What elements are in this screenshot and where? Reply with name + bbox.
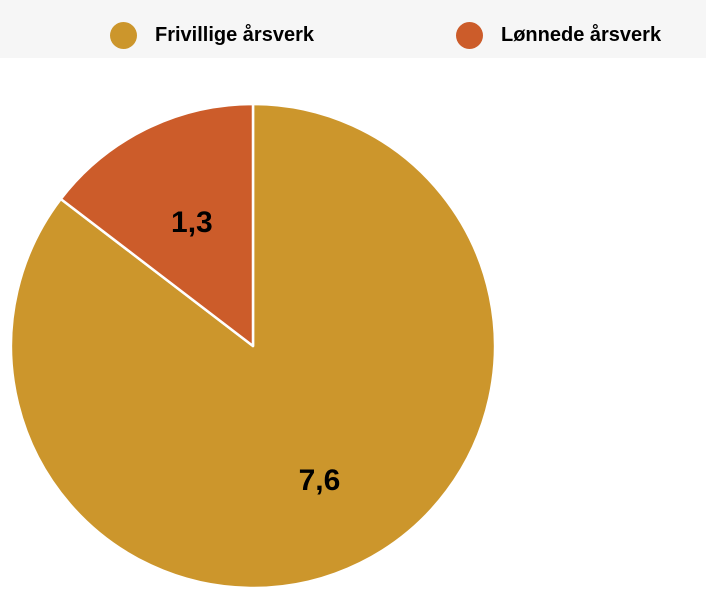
legend-swatch-frivillige <box>110 21 137 49</box>
data-label-frivillige: 7,6 <box>299 464 341 497</box>
legend-item-frivillige: Frivillige årsverk <box>110 18 314 52</box>
legend-swatch-lonnede <box>456 21 483 49</box>
legend-label-lonnede: Lønnede årsverk <box>501 23 662 46</box>
legend-label-frivillige: Frivillige årsverk <box>155 23 314 46</box>
legend-item-lonnede: Lønnede årsverk <box>456 18 661 52</box>
pie-slice-lonnede <box>59 102 255 348</box>
chart-legend: Frivillige årsverk Lønnede årsverk <box>0 18 706 52</box>
data-label-lonnede: 1,3 <box>171 206 213 239</box>
